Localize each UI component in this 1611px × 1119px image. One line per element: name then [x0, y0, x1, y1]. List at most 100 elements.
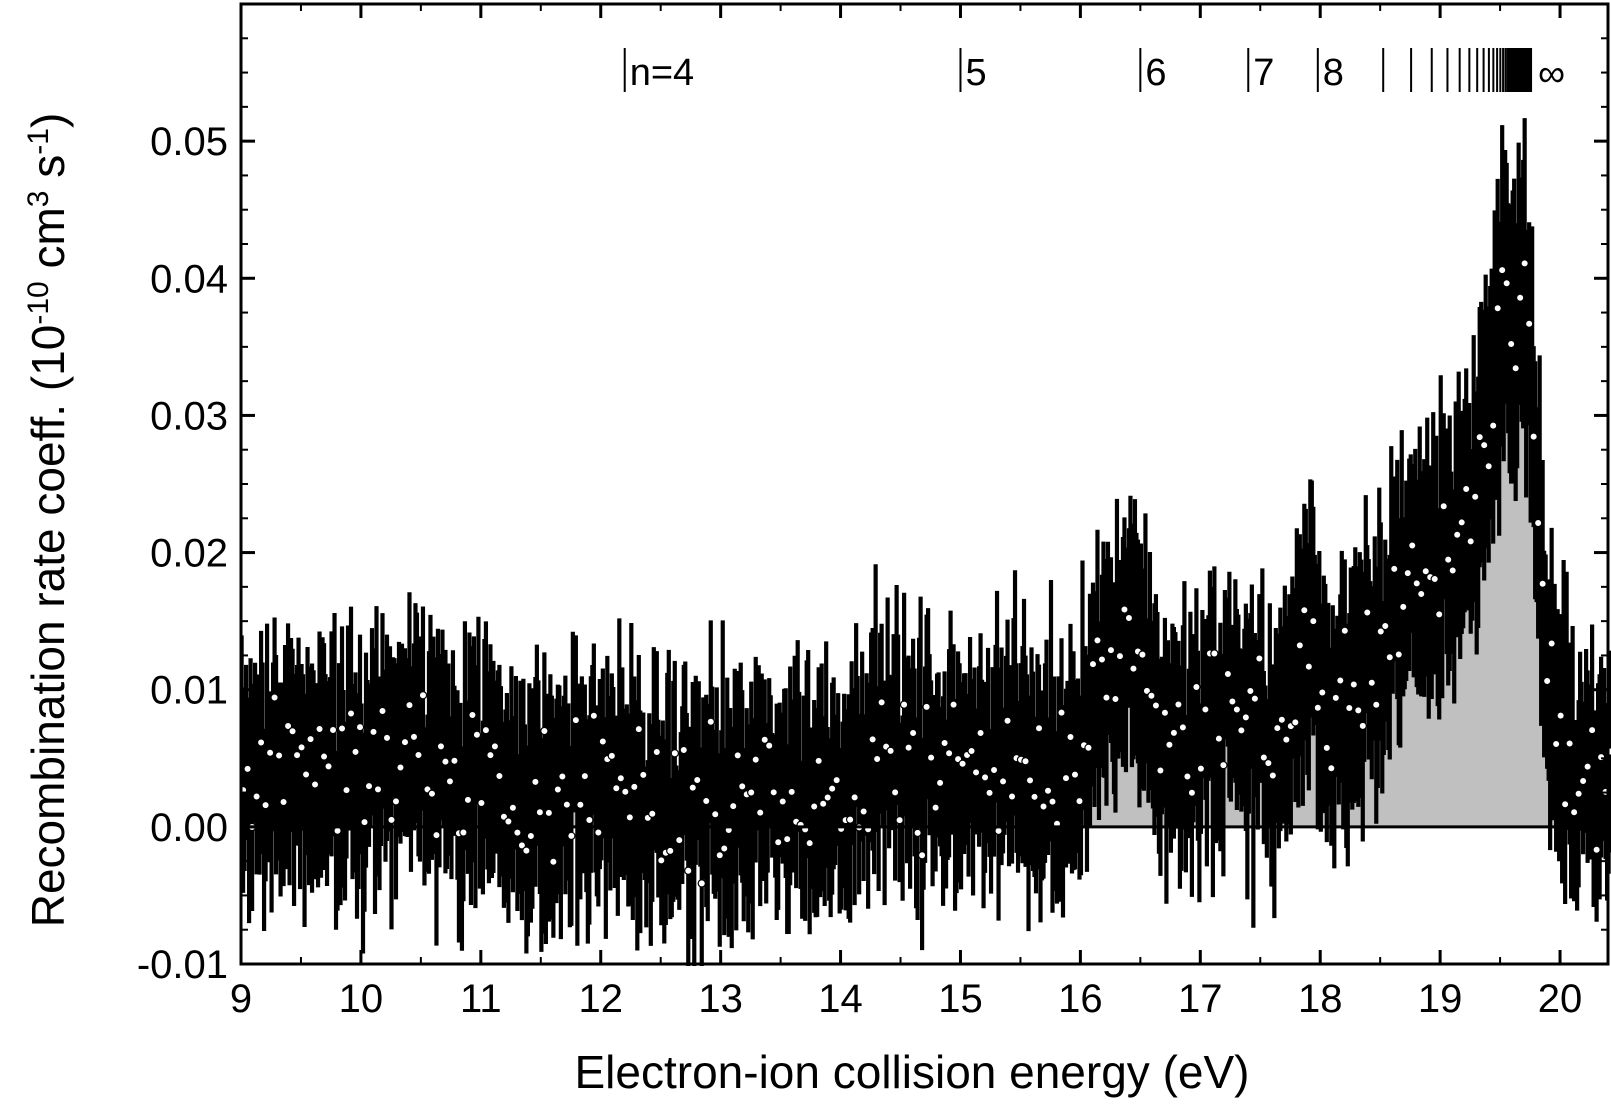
data-point — [917, 851, 927, 860]
data-point — [805, 838, 814, 848]
data-point — [387, 815, 396, 825]
data-point — [472, 730, 482, 739]
data-point — [1511, 364, 1520, 373]
data-point — [1331, 693, 1340, 703]
data-point — [994, 826, 1003, 836]
data-point — [1066, 732, 1075, 742]
data-point — [1277, 715, 1287, 724]
data-point — [778, 797, 787, 806]
data-point — [715, 851, 724, 860]
data-point — [868, 735, 877, 744]
data-point — [1457, 518, 1466, 527]
data-point — [328, 725, 338, 735]
data-point — [265, 748, 275, 757]
data-point — [1367, 678, 1376, 687]
data-point — [585, 815, 594, 825]
data-point — [360, 817, 369, 827]
data-point — [711, 810, 720, 819]
y-axis-title: Recombination rate coeff. (10-10 cm3 s-1… — [22, 113, 75, 928]
data-point — [270, 693, 279, 702]
y-tick-label: 0.00 — [150, 806, 228, 850]
data-point — [989, 765, 999, 775]
y-tick-label: 0.03 — [150, 394, 228, 438]
data-point — [1255, 654, 1264, 663]
data-point — [1390, 564, 1399, 574]
y-title-suffix: ) — [22, 113, 74, 128]
data-point — [783, 834, 792, 844]
data-point — [1025, 776, 1035, 785]
data-point — [625, 813, 635, 822]
data-point — [292, 750, 302, 760]
data-point — [1565, 739, 1574, 748]
data-point — [1174, 700, 1183, 709]
data-point — [1219, 760, 1228, 770]
x-tick-label: 20 — [1538, 977, 1583, 1021]
data-point — [787, 787, 796, 797]
data-point — [1578, 776, 1588, 786]
data-point — [283, 721, 293, 731]
y-tick-label: 0.02 — [150, 532, 228, 576]
data-point — [1435, 610, 1444, 619]
data-point — [382, 733, 392, 743]
data-point — [756, 808, 765, 817]
data-point — [1363, 608, 1372, 617]
data-point — [765, 741, 774, 750]
axis-ticks — [239, 4, 1608, 966]
data-point — [405, 700, 414, 710]
data-point — [769, 788, 778, 797]
data-point — [1358, 721, 1367, 731]
data-point — [1313, 703, 1323, 712]
data-point — [1034, 724, 1044, 733]
data-point — [580, 771, 590, 781]
data-point — [1502, 279, 1511, 288]
y-title-exponent-1: -10 — [22, 281, 55, 324]
data-point — [1551, 739, 1561, 749]
data-point — [319, 752, 329, 761]
series-limit-block — [1514, 48, 1533, 92]
data-point — [477, 798, 486, 808]
data-point — [1462, 484, 1471, 494]
data-point — [1291, 718, 1300, 727]
data-point — [1102, 693, 1111, 702]
data-point — [427, 789, 437, 798]
x-tick-label: 15 — [938, 977, 983, 1021]
data-point — [1156, 766, 1165, 775]
data-point — [324, 762, 333, 771]
data-point — [522, 846, 531, 855]
y-tick-label: 0.05 — [150, 120, 228, 164]
data-point — [1596, 752, 1606, 762]
data-point — [976, 728, 985, 738]
data-point — [355, 722, 365, 732]
data-point — [544, 808, 554, 818]
data-point — [468, 710, 477, 720]
y-title-prefix: Recombination rate coeff. (10 — [22, 325, 74, 928]
data-point — [639, 770, 648, 780]
data-point — [594, 828, 603, 837]
data-point — [648, 809, 657, 818]
data-point — [720, 844, 729, 853]
data-point — [1394, 650, 1403, 659]
data-point — [1466, 537, 1475, 546]
data-point — [814, 756, 823, 766]
data-point — [1057, 708, 1066, 717]
data-point — [1120, 605, 1129, 614]
data-point — [652, 747, 661, 757]
series-limit-label: ∞ — [1538, 53, 1565, 95]
data-point — [1147, 691, 1156, 700]
data-point — [400, 737, 410, 747]
data-point — [1475, 432, 1484, 442]
data-point — [1210, 649, 1219, 658]
y-tick-label: 0.01 — [150, 669, 228, 713]
data-point — [1520, 259, 1529, 268]
data-point — [1493, 304, 1502, 313]
data-point — [877, 698, 886, 707]
data-point — [1385, 653, 1394, 662]
data-point — [409, 732, 419, 742]
data-point — [1372, 700, 1381, 709]
data-point — [1223, 669, 1233, 679]
data-point — [346, 709, 356, 718]
data-point — [1448, 566, 1457, 575]
x-tick-label: 16 — [1058, 977, 1103, 1021]
data-point — [904, 743, 913, 752]
data-point — [1273, 723, 1282, 733]
